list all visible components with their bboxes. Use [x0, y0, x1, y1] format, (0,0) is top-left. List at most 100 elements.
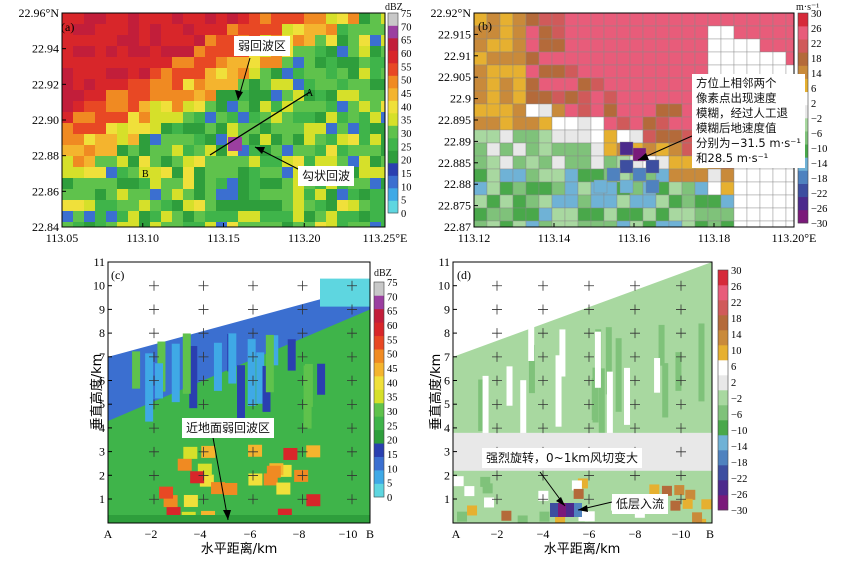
- panel-a-cell: [95, 57, 107, 69]
- panel-a-cell: [84, 189, 96, 201]
- panel-a-cell: [282, 13, 294, 25]
- panel-a-cell: [117, 57, 129, 69]
- panel-a-cell: [359, 222, 371, 227]
- panel-a-cell: [95, 13, 107, 25]
- panel-c-core-cell: [223, 482, 238, 495]
- panel-b-cell: [512, 129, 527, 144]
- colorbar-tick-label: 30: [387, 407, 398, 418]
- colorbar-swatch: [388, 13, 398, 26]
- panel-c-grid-cross: [149, 351, 159, 362]
- panel-a-cell: [260, 24, 272, 36]
- panel-c-streak: [270, 335, 279, 366]
- panel-a-cell: [227, 112, 239, 124]
- panel-a-cell: [282, 112, 294, 124]
- panel-d-streak: [528, 324, 535, 361]
- panel-b-cell: [525, 155, 540, 170]
- panel-a-cell: [172, 123, 184, 135]
- panel-a-cell: [359, 200, 371, 212]
- panel-b-cell: [590, 77, 605, 92]
- panel-d-grid-cross: [630, 280, 640, 291]
- colorbar-tick-label: 6: [811, 84, 816, 95]
- panel-a-cell: [62, 112, 74, 124]
- panel-a-cell: [216, 123, 228, 135]
- panel-a-cell: [381, 178, 385, 190]
- panel-b-cell: [577, 181, 592, 196]
- panel-d-grid-cross: [676, 446, 686, 457]
- colorbar-tick-label: 6: [731, 362, 736, 373]
- panel-a-cell: [337, 123, 349, 135]
- panel-a-cell: [304, 134, 316, 146]
- panel-a-cell: [216, 178, 228, 190]
- panel-b-cell: [668, 116, 683, 131]
- panel-a-cell: [150, 178, 162, 190]
- panel-a-cell: [348, 57, 360, 69]
- colorbar-tick-label: 15: [401, 169, 412, 180]
- y-tick-label: 22.9: [450, 92, 471, 106]
- panel-b-core-cell: [645, 179, 660, 194]
- colorbar-tick-label: −10: [731, 426, 747, 437]
- panel-c-streak: [189, 346, 198, 409]
- panel-b-cell: [551, 38, 566, 53]
- panel-d-low-cell: [701, 499, 712, 510]
- panel-a-cell: [172, 24, 184, 36]
- panel-a-cell: [117, 222, 129, 227]
- colorbar-tick-label: 75: [387, 278, 398, 289]
- panel-b-cell: [564, 25, 579, 40]
- colorbar-tick-label: 20: [387, 436, 398, 447]
- colorbar-tick-label: 30: [401, 129, 412, 140]
- panel-b-cell: [785, 207, 794, 222]
- panel-c-streak: [236, 365, 245, 425]
- panel-b-colorbar-unit: m·s⁻¹: [796, 2, 820, 13]
- panel-c-grid-cross: [347, 446, 357, 457]
- panel-a-cell: [216, 189, 228, 201]
- panel-b-cell: [512, 77, 527, 92]
- panel-b-cell: [590, 116, 605, 131]
- panel-d-streak: [559, 329, 566, 377]
- panel-a-cell: [62, 222, 74, 227]
- panel-b-cell: [785, 194, 794, 209]
- panel-b-cell: [616, 129, 631, 144]
- x-tick-label: 113.10: [126, 231, 159, 245]
- panel-a-cell: [62, 79, 74, 91]
- panel-b-cell: [668, 13, 683, 27]
- panel-a-cell: [348, 68, 360, 80]
- colorbar-tick-label: 26: [811, 24, 822, 35]
- panel-a-arrowhead-hook-echo: [255, 147, 265, 154]
- colorbar-tick-label: 60: [387, 321, 398, 332]
- panel-a-cell: [315, 57, 327, 69]
- panel-c-grid-cross: [297, 351, 308, 362]
- panel-a-cell: [304, 123, 316, 135]
- x-tick-label: 113.18: [698, 231, 731, 245]
- panel-a-cell: [238, 200, 250, 212]
- panel-b-cell: [629, 220, 644, 227]
- panel-a-cell: [106, 24, 118, 36]
- panel-b-cell: [720, 207, 735, 222]
- panel-c-streak: [247, 339, 256, 406]
- panel-b-cell: [603, 25, 618, 40]
- panel-a-cell: [293, 200, 305, 212]
- panel-d-label: (d): [457, 268, 471, 282]
- panel-d-streak: [624, 367, 631, 425]
- panel-a-cell: [359, 211, 371, 223]
- panel-a-cell: [117, 90, 129, 102]
- panel-a-cell: [117, 156, 129, 168]
- panel-d-streak: [520, 380, 527, 454]
- panel-b-cell: [759, 168, 774, 183]
- panel-a-cell: [183, 211, 195, 223]
- panel-a-cell: [337, 112, 349, 124]
- panel-a-cell: [227, 189, 239, 201]
- panel-d-grid-cross: [630, 351, 640, 362]
- panel-b-cell: [733, 38, 748, 53]
- panel-a-cell: [139, 90, 151, 102]
- x-tick-label: −2: [491, 527, 504, 541]
- panel-a-cell: [73, 200, 85, 212]
- panel-b-cell: [603, 38, 618, 53]
- panel-a-cell: [348, 112, 360, 124]
- panel-a-cell: [172, 167, 184, 179]
- panel-b-cell: [642, 77, 657, 92]
- panel-a-cell: [139, 156, 151, 168]
- panel-a-cell: [139, 222, 151, 227]
- panel-a-cell: [304, 35, 316, 47]
- panel-a-cell: [172, 200, 184, 212]
- panel-b-cell: [707, 181, 722, 196]
